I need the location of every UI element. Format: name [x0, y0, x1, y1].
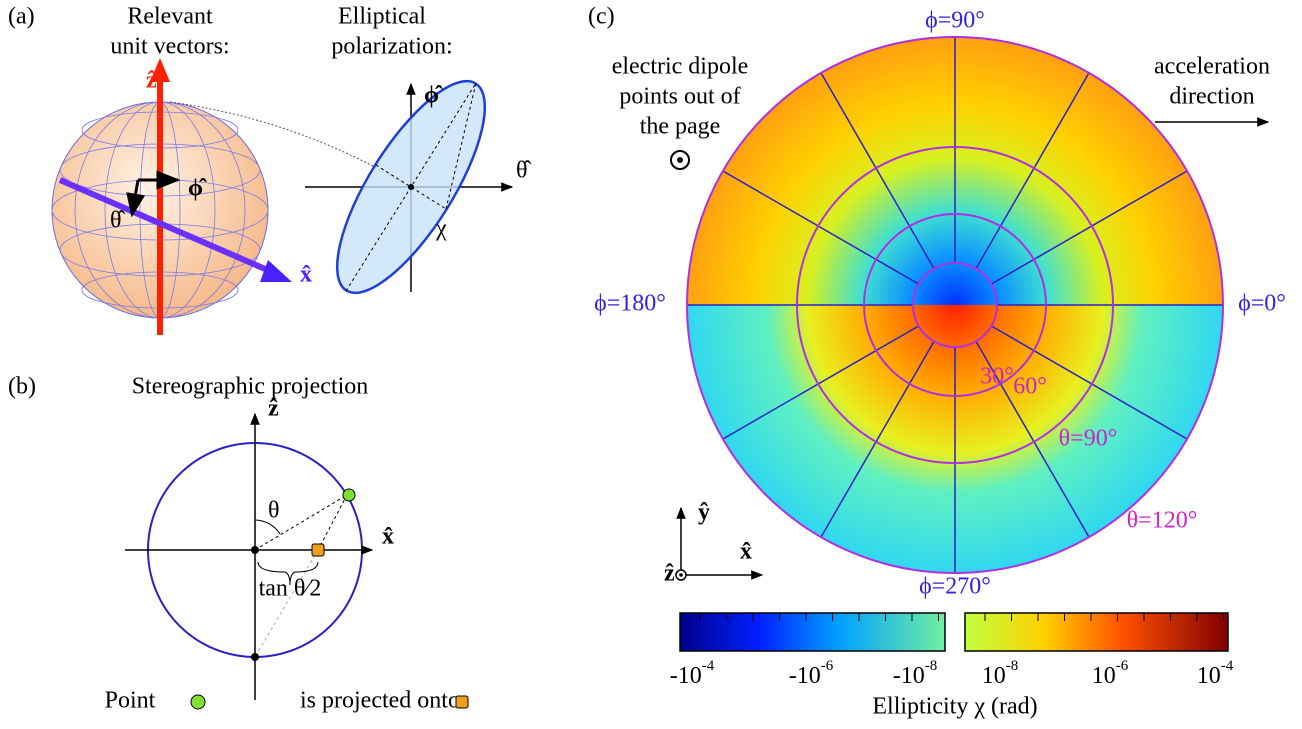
note: electric dipole: [612, 54, 749, 80]
chi-label: χ: [435, 216, 447, 242]
tick-base: 10: [1092, 663, 1116, 689]
tick-exponent: -6: [821, 658, 834, 674]
tick-exponent: -8: [925, 658, 938, 674]
tick-exponent: -8: [1006, 658, 1019, 674]
axis-label: θ̂: [516, 158, 531, 184]
colorbar-tick-label: -10-4: [670, 658, 715, 688]
spoke: [722, 325, 920, 440]
theta-vector: [126, 179, 146, 218]
title: unit vectors:: [110, 34, 229, 60]
theta-label: θ=90°: [1059, 426, 1118, 452]
colorbar-tick-label: -10-6: [789, 658, 834, 688]
phi-label: ϕ=0°: [1238, 291, 1286, 317]
axis-label: ϕ̂: [424, 83, 443, 109]
theta-label: 30°: [980, 364, 1014, 390]
theta-label: 60°: [1013, 374, 1047, 400]
colorbar-tick-label: 10-6: [1092, 658, 1129, 688]
note: acceleration: [1154, 54, 1270, 80]
projection-diagram: [125, 412, 374, 700]
colorbar: [679, 612, 1229, 652]
phi-label: ϕ=90°: [925, 8, 985, 34]
spoke: [990, 325, 1188, 440]
caption: is projected onto: [300, 688, 460, 714]
note: points out of: [619, 84, 740, 110]
point-icon: [190, 694, 206, 710]
phi-label: ϕ=270°: [919, 574, 991, 600]
caption: Point: [105, 688, 156, 714]
tick-base: 10: [982, 663, 1006, 689]
tan-label: tan θ⁄2: [259, 576, 322, 602]
panel-label: (a): [8, 4, 35, 30]
axis-label: ẑ: [664, 561, 675, 587]
tick-exponent: -4: [702, 658, 715, 674]
spoke: [975, 340, 1090, 538]
spoke: [820, 72, 935, 270]
tick-base: 10: [1197, 663, 1221, 689]
tick-base: -10: [670, 663, 702, 689]
title: Stereographic projection: [132, 374, 369, 400]
axis-label: ŷ: [698, 500, 710, 526]
colorbar-tick-label: 10-4: [1197, 658, 1234, 688]
x-vector: [58, 177, 274, 275]
spoke: [722, 170, 920, 285]
polarization-ellipse: [305, 79, 514, 295]
note: direction: [1169, 84, 1254, 110]
spoke: [990, 170, 1188, 285]
phi-label: ϕ=180°: [594, 291, 666, 317]
spoke: [975, 72, 1090, 270]
square-icon: [455, 695, 469, 709]
title: Relevant: [127, 4, 213, 30]
dot-symbol: [670, 150, 690, 170]
arrowhead: [260, 260, 292, 282]
colorbar-tick-label: 10-8: [982, 658, 1019, 688]
theta-label: θ=120°: [1127, 508, 1198, 534]
axis-label: x̂: [740, 539, 752, 565]
panel-label: (c): [588, 4, 615, 30]
vector-label: ϕ̂: [188, 176, 207, 202]
note: the page: [640, 114, 721, 140]
connector: [169, 101, 411, 188]
tick-base: -10: [789, 663, 821, 689]
colorbar-title: Ellipticity χ (rad): [872, 694, 1037, 720]
colorbar-tick-label: -10-8: [893, 658, 938, 688]
title: Elliptical: [338, 4, 426, 30]
tick-exponent: -6: [1116, 658, 1129, 674]
polar-map: [686, 36, 1224, 574]
axis-label: ẑ: [268, 396, 279, 422]
frame: [675, 506, 764, 581]
arrowhead: [150, 58, 170, 82]
tick-exponent: -4: [1221, 658, 1234, 674]
axis-label: x̂: [382, 524, 394, 550]
spoke: [820, 340, 935, 538]
vector-label: ẑ: [146, 68, 157, 94]
title: polarization:: [331, 34, 452, 60]
panel-label: (b): [8, 374, 36, 400]
vector-label: x̂: [300, 262, 312, 288]
angle-label: θ: [268, 498, 280, 524]
tick-base: -10: [893, 663, 925, 689]
